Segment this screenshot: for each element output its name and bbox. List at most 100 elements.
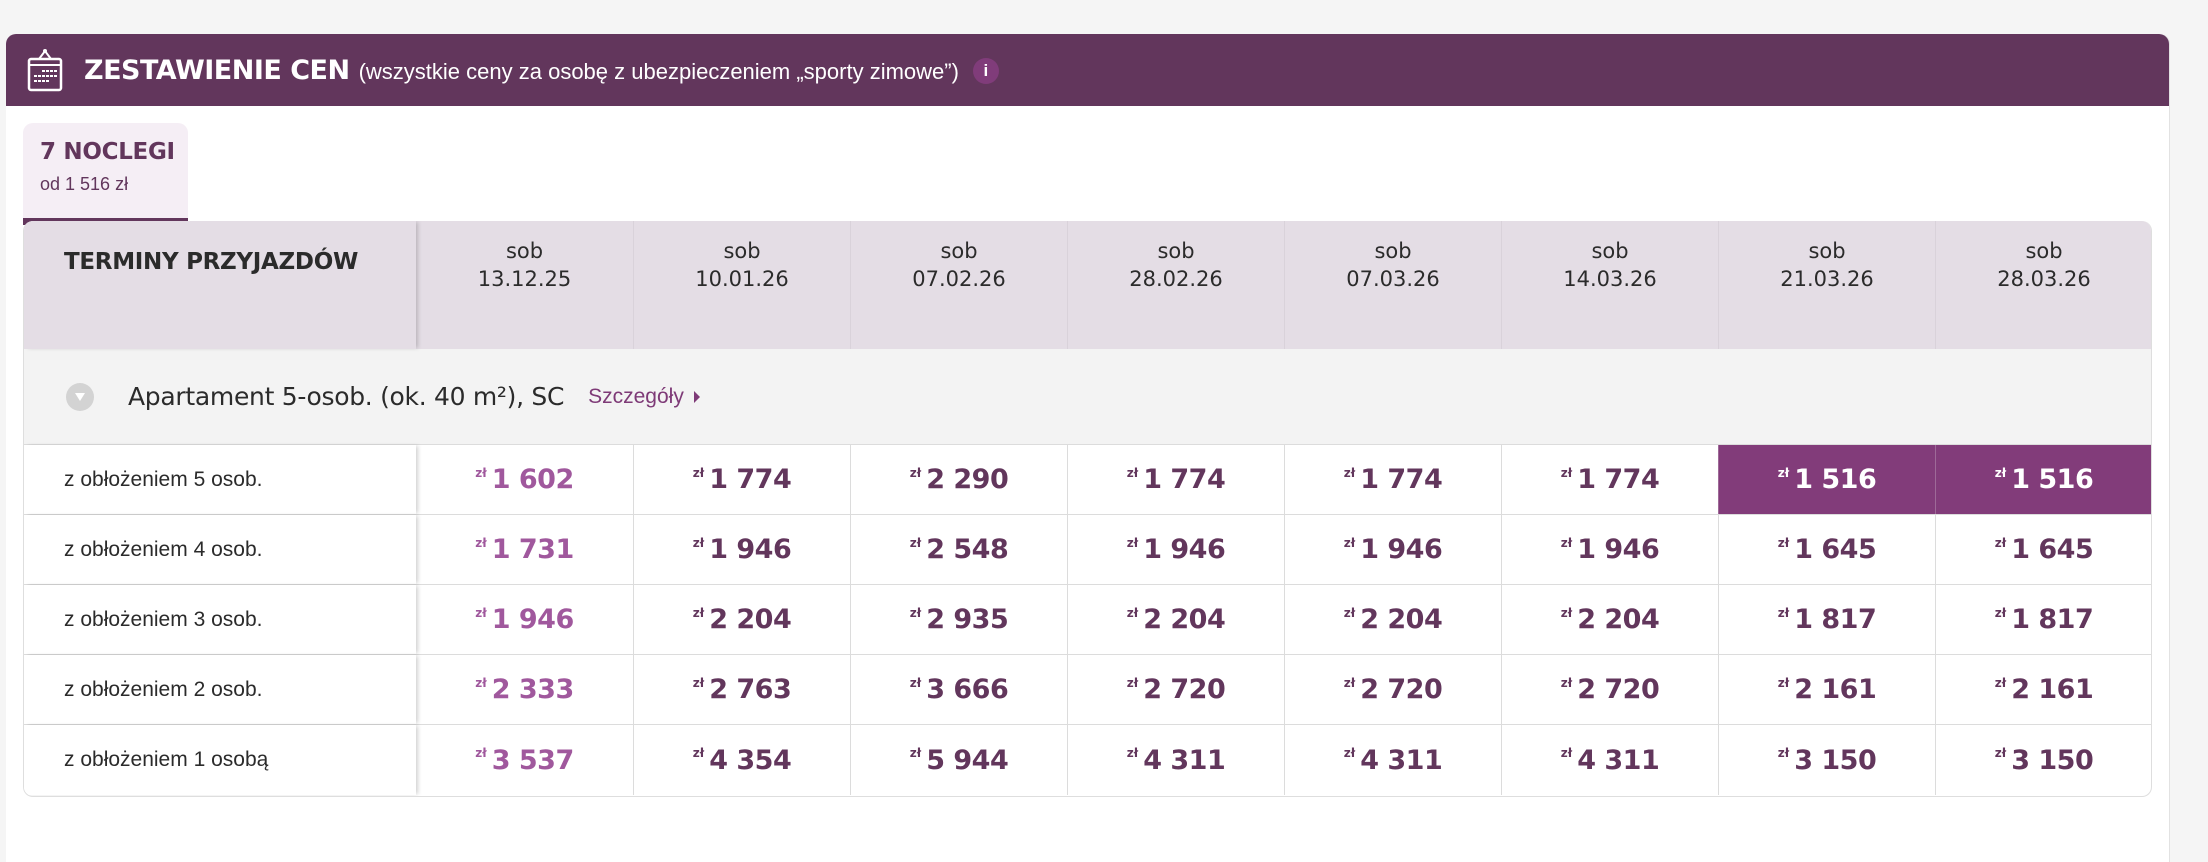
price-cell[interactable]: zł 1 774	[1501, 445, 1718, 514]
price-cell[interactable]: zł 2 548	[850, 515, 1067, 584]
price-value: 2 935	[926, 604, 1009, 635]
price-cell[interactable]: zł 2 290	[850, 445, 1067, 514]
info-icon[interactable]: i	[972, 58, 999, 84]
price-cell-lowest[interactable]: zł 1 516	[1718, 445, 1935, 514]
price-cell[interactable]: zł 2 204	[1284, 585, 1501, 654]
price-value: 2 333	[491, 674, 575, 705]
price-value: 1 817	[1794, 604, 1877, 635]
tab-title: 7 NOCLEGI	[40, 139, 175, 165]
price-cell[interactable]: zł 2 720	[1501, 655, 1718, 724]
currency: zł	[1777, 675, 1790, 690]
price-cell[interactable]: zł 4 311	[1284, 725, 1501, 795]
currency: zł	[1343, 605, 1356, 620]
price-cell[interactable]: zł 1 774	[633, 445, 850, 514]
currency: zł	[692, 675, 705, 690]
currency: zł	[1126, 535, 1139, 550]
occupancy-cell: z obłożeniem 2 osob.	[24, 655, 416, 724]
currency: zł	[1777, 535, 1790, 550]
currency: zł	[475, 675, 487, 690]
price-cell[interactable]: zł 2 204	[1067, 585, 1284, 654]
price-cell[interactable]: zł 1 946	[1284, 515, 1501, 584]
currency: zł	[909, 605, 922, 620]
price-cell[interactable]: zł 1 946	[416, 585, 633, 654]
price-value: 1 817	[2011, 604, 2094, 635]
table-row: z obłożeniem 4 osob. zł 1 731 zł 1 946 zł 2…	[24, 515, 2151, 585]
date-column-header: sob 21.03.26	[1718, 221, 1935, 349]
apartment-row: Apartament 5-osob. (ok. 40 m²), SC Szcze…	[24, 349, 2151, 445]
currency: zł	[1126, 605, 1139, 620]
price-value: 3 150	[1794, 744, 1877, 776]
price-cell-lowest[interactable]: zł 1 516	[1935, 445, 2151, 514]
arrival-date: 07.03.26	[1346, 267, 1440, 291]
price-cell[interactable]: zł 2 333	[416, 655, 633, 724]
price-cell[interactable]: zł 4 354	[633, 725, 850, 795]
occupancy-cell: z obłożeniem 1 osobą	[24, 725, 416, 795]
price-cell[interactable]: zł 2 161	[1935, 655, 2151, 724]
occupancy-label: z obłożeniem 3 osob.	[64, 607, 263, 631]
price-cell[interactable]: zł 1 946	[1067, 515, 1284, 584]
price-cell[interactable]: zł 1 602	[416, 445, 633, 514]
arrival-date: 13.12.25	[477, 267, 572, 291]
occupancy-cell: z obłożeniem 3 osob.	[24, 585, 416, 654]
price-value: 1 516	[2011, 464, 2094, 495]
price-cell[interactable]: zł 2 204	[633, 585, 850, 654]
price-cell[interactable]: zł 1 645	[1935, 515, 2151, 584]
arrival-date: 07.02.26	[912, 267, 1006, 291]
collapse-toggle-icon[interactable]	[66, 382, 94, 411]
price-cell[interactable]: zł 3 666	[850, 655, 1067, 724]
currency: zł	[1343, 746, 1356, 760]
price-cell[interactable]: zł 4 311	[1501, 725, 1718, 795]
date-column-header: sob 07.02.26	[850, 221, 1067, 349]
weekday: sob	[2025, 239, 2063, 263]
calendar-icon	[26, 48, 64, 92]
price-cell[interactable]: zł 1 946	[633, 515, 850, 584]
price-value: 2 763	[709, 674, 792, 705]
table-row: z obłożeniem 1 osobą zł 3 537 zł 4 354 zł 5…	[24, 725, 2151, 795]
price-cell[interactable]: zł 3 150	[1718, 725, 1935, 795]
price-cell[interactable]: zł 1 774	[1067, 445, 1284, 514]
price-value: 5 944	[926, 744, 1009, 776]
price-cell[interactable]: zł 1 946	[1501, 515, 1718, 584]
currency: zł	[909, 535, 922, 550]
price-cell[interactable]: zł 5 944	[850, 725, 1067, 795]
price-cell[interactable]: zł 1 645	[1718, 515, 1935, 584]
price-cell[interactable]: zł 3 537	[416, 725, 633, 795]
card-title: ZESTAWIENIE CEN	[84, 54, 350, 86]
occupancy-label: z obłożeniem 2 osob.	[64, 677, 263, 701]
price-cell[interactable]: zł 1 817	[1718, 585, 1935, 654]
price-cell[interactable]: zł 2 720	[1284, 655, 1501, 724]
price-cell[interactable]: zł 2 161	[1718, 655, 1935, 724]
apartment-name: Apartament 5-osob. (ok. 40 m²), SC	[128, 382, 565, 411]
price-value: 1 946	[709, 534, 792, 565]
price-value: 2 720	[1143, 674, 1226, 705]
price-value: 2 204	[709, 604, 792, 635]
price-summary-card: ZESTAWIENIE CEN (wszystkie ceny za osobę…	[6, 34, 2170, 862]
price-value: 2 161	[2011, 674, 2094, 705]
date-column-header: sob 28.02.26	[1067, 221, 1284, 349]
currency: zł	[1560, 605, 1573, 620]
price-value: 1 946	[1360, 534, 1443, 565]
price-cell[interactable]: zł 1 817	[1935, 585, 2151, 654]
currency: zł	[692, 535, 705, 550]
price-cell[interactable]: zł 2 204	[1501, 585, 1718, 654]
price-cell[interactable]: zł 1 731	[416, 515, 633, 584]
tab-7-nights[interactable]: 7 NOCLEGI od 1 516 zł	[23, 123, 188, 225]
price-cell[interactable]: zł 2 763	[633, 655, 850, 724]
price-value: 4 311	[1143, 744, 1226, 776]
price-cell[interactable]: zł 3 150	[1935, 725, 2151, 795]
price-cell[interactable]: zł 1 774	[1284, 445, 1501, 514]
occupancy-label: z obłożeniem 1 osobą	[64, 748, 269, 771]
arrival-date: 21.03.26	[1780, 267, 1874, 291]
weekday: sob	[723, 239, 761, 263]
details-link[interactable]: Szczegóły	[588, 385, 700, 409]
price-value: 1 946	[491, 604, 575, 635]
currency: zł	[1994, 746, 2007, 760]
currency: zł	[692, 746, 705, 760]
price-cell[interactable]: zł 2 935	[850, 585, 1067, 654]
currency: zł	[1560, 535, 1573, 550]
price-cell[interactable]: zł 2 720	[1067, 655, 1284, 724]
price-cell[interactable]: zł 4 311	[1067, 725, 1284, 795]
arrival-dates-label: TERMINY PRZYJAZDÓW	[64, 249, 359, 275]
price-value: 1 645	[1794, 534, 1877, 565]
price-value: 2 720	[1360, 674, 1443, 705]
